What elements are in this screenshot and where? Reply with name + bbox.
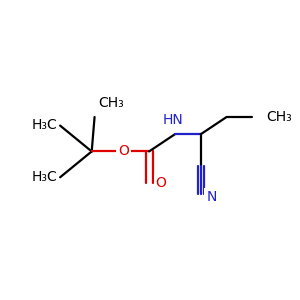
Text: HN: HN bbox=[162, 113, 183, 128]
Text: O: O bbox=[156, 176, 167, 190]
Text: CH₃: CH₃ bbox=[98, 96, 124, 110]
Text: H₃C: H₃C bbox=[32, 170, 58, 184]
Text: O: O bbox=[118, 144, 129, 158]
Text: H₃C: H₃C bbox=[32, 118, 58, 132]
Text: N: N bbox=[206, 190, 217, 204]
Text: CH₃: CH₃ bbox=[266, 110, 292, 124]
